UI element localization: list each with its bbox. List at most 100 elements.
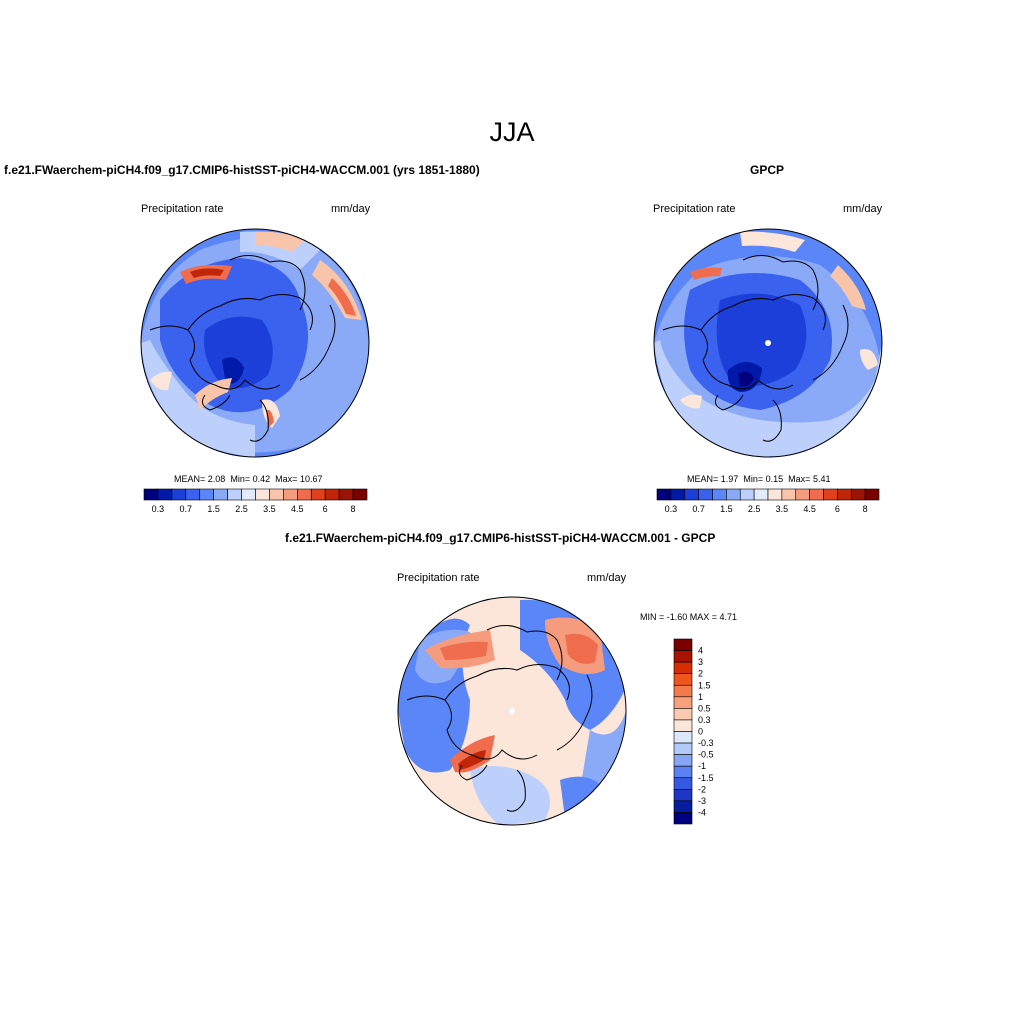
panel3-colorbar-tick-label: 2	[698, 669, 703, 679]
panel1-colorbar-tick-label: 4.5	[291, 504, 304, 514]
panel1-colorbar-tick-label: 8	[351, 504, 356, 514]
panel1-colorbar-swatch	[283, 488, 298, 501]
panel3-colorbar-swatch	[673, 789, 693, 802]
panel3-colorbar-swatch	[673, 684, 693, 698]
panel2-colorbar-swatch	[809, 488, 824, 501]
panel1-colorbar-swatch	[269, 488, 284, 501]
panel3-colorbar-swatch	[673, 650, 693, 663]
panel1-title: f.e21.FWaerchem-piCH4.f09_g17.CMIP6-hist…	[4, 163, 480, 177]
panel1-colorbar-swatch	[227, 488, 242, 501]
panel2-colorbar-tick-label: 4.5	[803, 504, 816, 514]
panel2-colorbar-swatch	[712, 488, 727, 501]
panel2-colorbar-swatch	[781, 488, 797, 501]
panel3-colorbar: 43 21.5 10.5 0.3 0-0.3 -0.5-1 -1.5-2 -3-4	[673, 638, 714, 825]
panel1-colorbar-tick-label: 0.3	[152, 504, 165, 514]
panel2-colorbar-swatch	[684, 488, 699, 501]
panel3-colorbar-tick-label: 1.5	[698, 680, 711, 690]
panel1-colorbar-swatch	[171, 488, 187, 501]
panel2-colorbar-tick-label: 0.3	[665, 504, 678, 514]
panel3-colorbar-tick-label: -1	[698, 761, 706, 771]
panel3-colorbar-swatch	[673, 742, 693, 755]
panel2-colorbar-swatch	[670, 488, 686, 501]
panel3-colorbar-tick-label: 3	[698, 657, 703, 667]
panel3-colorbar-tick-label: -0.5	[698, 750, 714, 760]
panel2-stats: MEAN= 1.97 Min= 0.15 Max= 5.41	[687, 474, 831, 484]
panel1-units-label: mm/day	[331, 203, 371, 215]
panel1-max-value: 10.67	[299, 474, 323, 484]
panel3-colorbar-swatch	[673, 765, 693, 779]
panel2-colorbar-swatch	[864, 488, 880, 501]
panel2-colorbar-swatch	[726, 488, 741, 501]
panel1-mean-value: 2.08	[207, 474, 226, 484]
panel2-colorbar-swatch	[850, 488, 866, 501]
panel1-min-value: 0.42	[252, 474, 271, 484]
panel1-colorbar-swatch	[213, 488, 228, 501]
panel3-colorbar-swatch	[673, 708, 693, 721]
panel3-units-label: mm/day	[587, 572, 627, 584]
panel2-title: GPCP	[750, 163, 785, 177]
panel2-colorbar-swatch	[739, 488, 755, 501]
panel1-colorbar-swatch	[143, 488, 159, 501]
panel2-colorbar-tick-label: 0.7	[692, 504, 705, 514]
panel3-colorbar-tick-label: -1.5	[698, 773, 714, 783]
panel2-colorbar-swatch	[837, 488, 852, 501]
panel2-colorbar-tick-label: 1.5	[720, 504, 733, 514]
panel1-colorbar-tick-label: 1.5	[207, 504, 220, 514]
panel3-minmax-label: MIN = -1.60 MAX = 4.71	[640, 612, 738, 622]
panel1-colorbar-tick-label: 0.7	[180, 504, 193, 514]
panel1-colorbar-swatch	[241, 488, 256, 501]
panel3-colorbar-tick-label: -3	[698, 796, 706, 806]
panel3-colorbar-tick-label: 4	[698, 646, 703, 656]
panel2-colorbar-swatch	[698, 488, 713, 501]
panel2-colorbar-tick-label: 2.5	[748, 504, 761, 514]
panel1-colorbar: 0.3 0.7 1.5 2.5 3.5 4.5 6 8	[143, 488, 368, 514]
panel3-colorbar-tick-label: -2	[698, 784, 706, 794]
panel3-colorbar-tick-label: -0.3	[698, 738, 714, 748]
panel3-colorbar-swatch	[673, 777, 693, 790]
panel3-colorbar-tick-label: 0.5	[698, 703, 711, 713]
panel2-min-value: 0.15	[765, 474, 784, 484]
panel1-colorbar-swatch	[255, 488, 270, 501]
panel1-variable-label: Precipitation rate	[141, 203, 224, 215]
panel2-colorbar-tick-label: 3.5	[776, 504, 789, 514]
panel2-colorbar-tick-label: 6	[835, 504, 840, 514]
panel2-colorbar-swatch	[823, 488, 838, 501]
panel3-colorbar-swatch	[673, 696, 693, 709]
panel1-colorbar-swatch	[324, 488, 340, 501]
panel3-colorbar-tick-label: 1	[698, 692, 703, 702]
panel2-colorbar-swatch	[767, 488, 783, 501]
panel1-map	[141, 229, 369, 457]
panel3-title: f.e21.FWaerchem-piCH4.f09_g17.CMIP6-hist…	[285, 531, 716, 545]
panel2-units-label: mm/day	[843, 203, 883, 215]
panel3-colorbar-tick-label: 0.3	[698, 715, 711, 725]
panel3-colorbar-swatch	[673, 754, 693, 767]
panel3-colorbar-tick-label: 0	[698, 727, 703, 737]
panel1-colorbar-tick-label: 2.5	[235, 504, 248, 514]
panel1-colorbar-swatch	[352, 488, 368, 501]
figure-title: JJA	[489, 117, 535, 147]
panel1-colorbar-swatch	[310, 488, 326, 501]
panel2-colorbar-swatch	[753, 488, 769, 501]
panel3-map	[398, 597, 626, 825]
panel1-colorbar-swatch	[297, 488, 312, 501]
panel3-colorbar-swatch	[673, 731, 693, 744]
panel3-colorbar-swatch	[673, 812, 693, 825]
panel3-colorbar-swatch	[673, 638, 693, 651]
panel3-colorbar-swatch	[673, 800, 693, 813]
panel3-colorbar-swatch	[673, 719, 693, 732]
panel1-colorbar-swatch	[338, 488, 354, 501]
panel1-colorbar-swatch	[185, 488, 201, 501]
panel2-variable-label: Precipitation rate	[653, 203, 736, 215]
panel1-colorbar-swatch	[199, 488, 214, 501]
panel2-max-value: 5.41	[812, 474, 831, 484]
panel1-colorbar-tick-label: 3.5	[263, 504, 276, 514]
panel2-colorbar-swatch	[656, 488, 672, 501]
panel3-colorbar-swatch	[673, 661, 693, 674]
panel1-colorbar-swatch	[157, 488, 173, 501]
panel1-stats: MEAN= 2.08 Min= 0.42 Max= 10.67	[174, 474, 323, 484]
panel3-colorbar-tick-label: -4	[698, 807, 706, 817]
panel2-colorbar: 0.3 0.7 1.5 2.5 3.5 4.5 6 8	[656, 488, 880, 514]
panel3-colorbar-swatch	[673, 673, 693, 686]
panel2-colorbar-swatch	[795, 488, 810, 501]
